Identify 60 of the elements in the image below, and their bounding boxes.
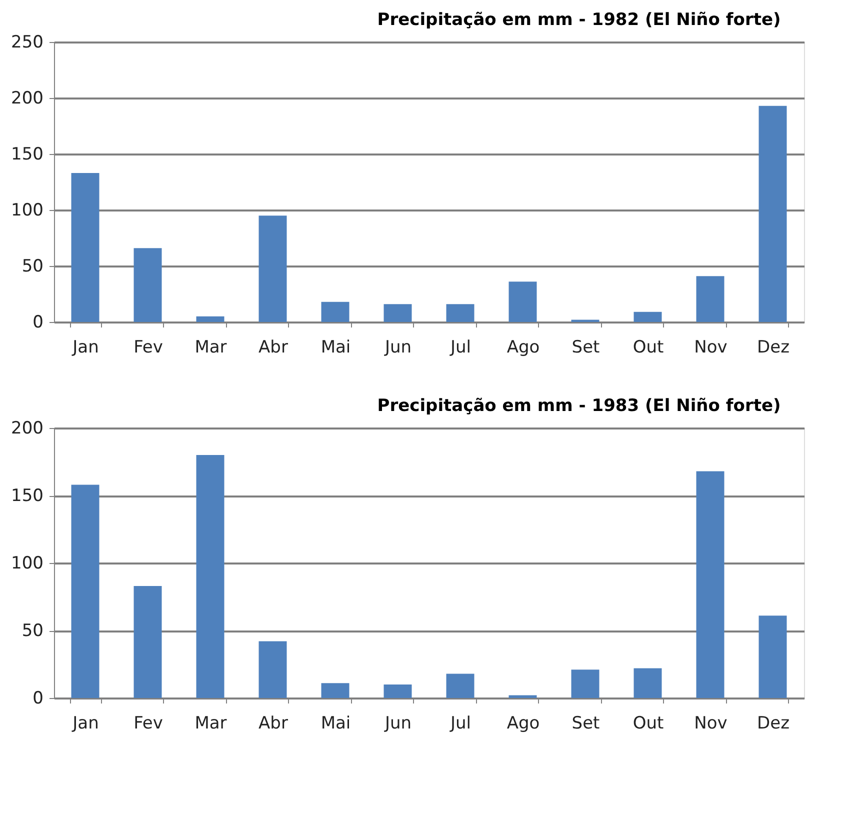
x-tick-label: Jun	[384, 338, 412, 358]
x-tick-label: Ago	[506, 338, 540, 358]
chart-title: Precipitação em mm - 1983 (El Niño forte)	[377, 396, 781, 416]
bar	[384, 684, 412, 698]
bar	[384, 304, 412, 322]
y-tick-label: 150	[11, 144, 44, 164]
bar	[571, 670, 600, 698]
bar	[196, 316, 224, 322]
x-tick-label: Jul	[449, 714, 472, 734]
bar	[508, 282, 537, 322]
y-tick-label: 0	[32, 312, 44, 332]
bar	[508, 695, 537, 698]
bar	[446, 674, 474, 698]
x-tick-label: Fev	[134, 714, 163, 734]
x-tick-label: Mai	[320, 714, 351, 734]
y-tick-label: 250	[11, 32, 44, 52]
bar	[134, 586, 162, 698]
x-tick-label: Mar	[194, 714, 227, 734]
bar	[446, 304, 474, 322]
y-tick-label: 150	[11, 486, 44, 506]
bar	[258, 216, 287, 322]
x-tick-label: Jan	[72, 714, 99, 734]
x-tick-label: Set	[572, 714, 600, 734]
y-tick-label: 0	[32, 688, 44, 708]
bar	[634, 668, 662, 698]
bar	[258, 641, 287, 698]
bar	[321, 683, 350, 698]
bar	[758, 616, 787, 698]
y-tick-label: 100	[11, 200, 44, 220]
y-tick-label: 100	[11, 554, 44, 574]
x-tick-label: Out	[632, 338, 664, 358]
x-tick-label: Abr	[258, 714, 288, 734]
bar	[696, 471, 724, 698]
bar	[71, 484, 100, 698]
x-tick-label: Jan	[72, 338, 99, 358]
bar	[634, 312, 662, 322]
x-tick-label: Jul	[449, 338, 472, 358]
y-tick-label: 50	[22, 256, 44, 276]
x-tick-label: Mar	[194, 338, 227, 358]
bar	[696, 276, 724, 322]
x-tick-label: Nov	[694, 714, 728, 734]
bar	[71, 173, 100, 322]
y-tick-label: 50	[22, 621, 44, 641]
x-tick-label: Set	[572, 338, 600, 358]
x-tick-label: Fev	[134, 338, 163, 358]
x-tick-label: Mai	[320, 338, 351, 358]
x-tick-label: Abr	[258, 338, 288, 358]
x-tick-label: Dez	[757, 338, 790, 358]
x-tick-label: Nov	[694, 338, 728, 358]
x-tick-label: Out	[632, 714, 664, 734]
x-tick-label: Dez	[757, 714, 790, 734]
bar	[321, 302, 350, 322]
bar	[758, 106, 787, 322]
x-tick-label: Ago	[506, 714, 540, 734]
bar	[196, 455, 224, 698]
chart-title: Precipitação em mm - 1982 (El Niño forte)	[377, 10, 781, 30]
y-tick-label: 200	[11, 88, 44, 108]
x-tick-label: Jun	[384, 714, 412, 734]
y-tick-label: 200	[11, 418, 44, 438]
bar	[134, 248, 162, 322]
